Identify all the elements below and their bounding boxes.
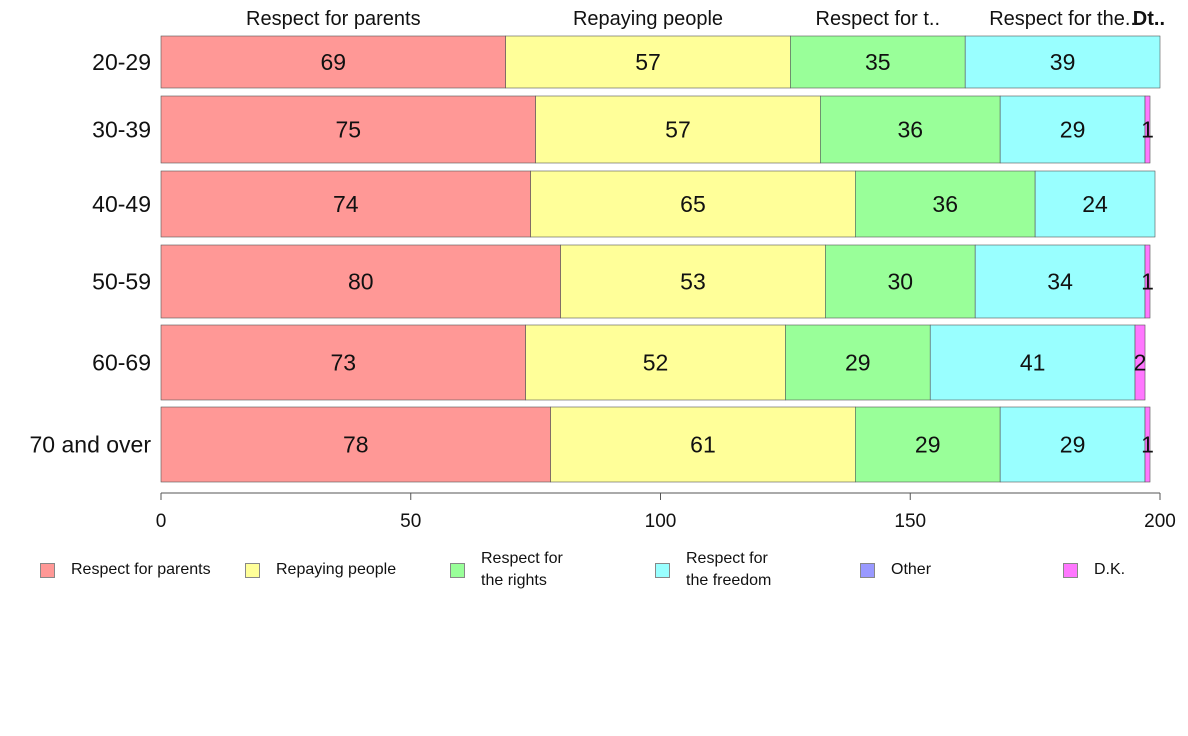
legend-item: D.K. bbox=[1063, 540, 1188, 600]
bar-segment bbox=[855, 170, 1036, 238]
bar-segment bbox=[535, 95, 821, 164]
data-label: 53 bbox=[680, 269, 706, 295]
legend-item: Repaying people bbox=[245, 540, 426, 600]
data-label: 1 bbox=[1141, 269, 1154, 295]
legend-swatch bbox=[450, 562, 465, 578]
data-label: 34 bbox=[1047, 269, 1073, 295]
data-label: 75 bbox=[336, 117, 362, 143]
data-label: 73 bbox=[331, 350, 357, 376]
top-series-label: Dt.. bbox=[1133, 8, 1165, 30]
x-tick-label: 50 bbox=[400, 511, 421, 532]
data-label: 35 bbox=[865, 49, 891, 75]
legend-item: Respect for parents bbox=[40, 540, 221, 600]
x-tick-label: 100 bbox=[645, 511, 677, 532]
data-label: 69 bbox=[321, 49, 347, 75]
bar-segment bbox=[160, 35, 506, 89]
legend-swatch bbox=[860, 562, 875, 578]
data-label: 80 bbox=[348, 269, 374, 295]
legend-label: D.K. bbox=[1094, 561, 1126, 578]
bar-segment bbox=[1134, 324, 1146, 401]
legend-swatch bbox=[655, 562, 670, 578]
stacked-bar-chart: Respect for parents Repaying people Respec… bbox=[30, 8, 1176, 532]
legend-item: Respect for the rights bbox=[450, 540, 631, 600]
bar-segment bbox=[525, 324, 786, 401]
data-label: 1 bbox=[1141, 117, 1154, 143]
data-label: 65 bbox=[680, 191, 706, 217]
legend-label: Other bbox=[891, 561, 932, 578]
data-label: 1 bbox=[1141, 432, 1154, 458]
legend-swatch bbox=[245, 562, 260, 578]
bar-segment bbox=[560, 244, 826, 319]
bar-segment bbox=[550, 406, 856, 483]
legend-label: Respect for the freedom bbox=[686, 550, 772, 589]
category-label: 70 and over bbox=[30, 432, 152, 458]
data-label: 78 bbox=[343, 432, 369, 458]
data-label: 41 bbox=[1020, 350, 1046, 376]
bar-segment bbox=[964, 35, 1161, 89]
top-series-label: Repaying people bbox=[573, 8, 723, 30]
data-label: 61 bbox=[690, 432, 716, 458]
x-tick-label: 200 bbox=[1144, 511, 1176, 532]
top-series-label: Respect for t.. bbox=[816, 8, 941, 30]
top-series-label: Respect for parents bbox=[246, 8, 421, 30]
category-label: 40-49 bbox=[92, 191, 151, 217]
x-tick-label: 150 bbox=[894, 511, 926, 532]
chart-legend: Respect for parents Repaying people Respec… bbox=[0, 540, 1188, 600]
bar-segment bbox=[1034, 170, 1156, 238]
bar-segment bbox=[160, 95, 536, 164]
bar-segment bbox=[160, 170, 531, 238]
top-series-label: Respect for the.. bbox=[989, 8, 1136, 30]
bar-segment bbox=[820, 95, 1001, 164]
category-label: 50-59 bbox=[92, 269, 151, 295]
category-label: 60-69 bbox=[92, 350, 151, 376]
data-label: 29 bbox=[915, 432, 941, 458]
data-label: 24 bbox=[1082, 191, 1108, 217]
legend-label: Respect for parents bbox=[71, 561, 211, 578]
data-label: 36 bbox=[897, 117, 923, 143]
data-label: 30 bbox=[887, 269, 913, 295]
legend-item: Respect for the freedom bbox=[655, 540, 836, 600]
bar-segment bbox=[160, 406, 551, 483]
bar-segment bbox=[1144, 95, 1151, 164]
bar-segment bbox=[505, 35, 791, 89]
legend-label: Repaying people bbox=[276, 561, 397, 578]
bar-segment bbox=[790, 35, 966, 89]
bar-segment bbox=[1144, 244, 1151, 319]
data-label: 57 bbox=[635, 49, 661, 75]
data-label: 74 bbox=[333, 191, 359, 217]
bar-segment bbox=[929, 324, 1136, 401]
data-label: 29 bbox=[1060, 117, 1086, 143]
bar-segment bbox=[160, 244, 561, 319]
legend-swatch bbox=[40, 562, 55, 578]
bar-segment bbox=[855, 406, 1001, 483]
data-label: 29 bbox=[845, 350, 871, 376]
legend-item: Other bbox=[860, 540, 1041, 600]
bar-segment bbox=[999, 95, 1146, 164]
bar-segment bbox=[785, 324, 931, 401]
bar-segment bbox=[999, 406, 1146, 483]
x-tick-label: 0 bbox=[156, 511, 167, 532]
bar-segment bbox=[1144, 406, 1151, 483]
category-label: 20-29 bbox=[92, 49, 151, 75]
bar-segment bbox=[825, 244, 976, 319]
data-label: 2 bbox=[1134, 350, 1147, 376]
bar-segment bbox=[530, 170, 856, 238]
data-label: 57 bbox=[665, 117, 691, 143]
data-label: 29 bbox=[1060, 432, 1086, 458]
data-label: 36 bbox=[932, 191, 958, 217]
data-label: 52 bbox=[643, 350, 669, 376]
category-label: 30-39 bbox=[92, 117, 151, 143]
bar-segment bbox=[160, 324, 526, 401]
legend-swatch bbox=[1063, 562, 1078, 578]
legend-label: Respect for the rights bbox=[481, 550, 563, 589]
data-label: 39 bbox=[1050, 49, 1076, 75]
